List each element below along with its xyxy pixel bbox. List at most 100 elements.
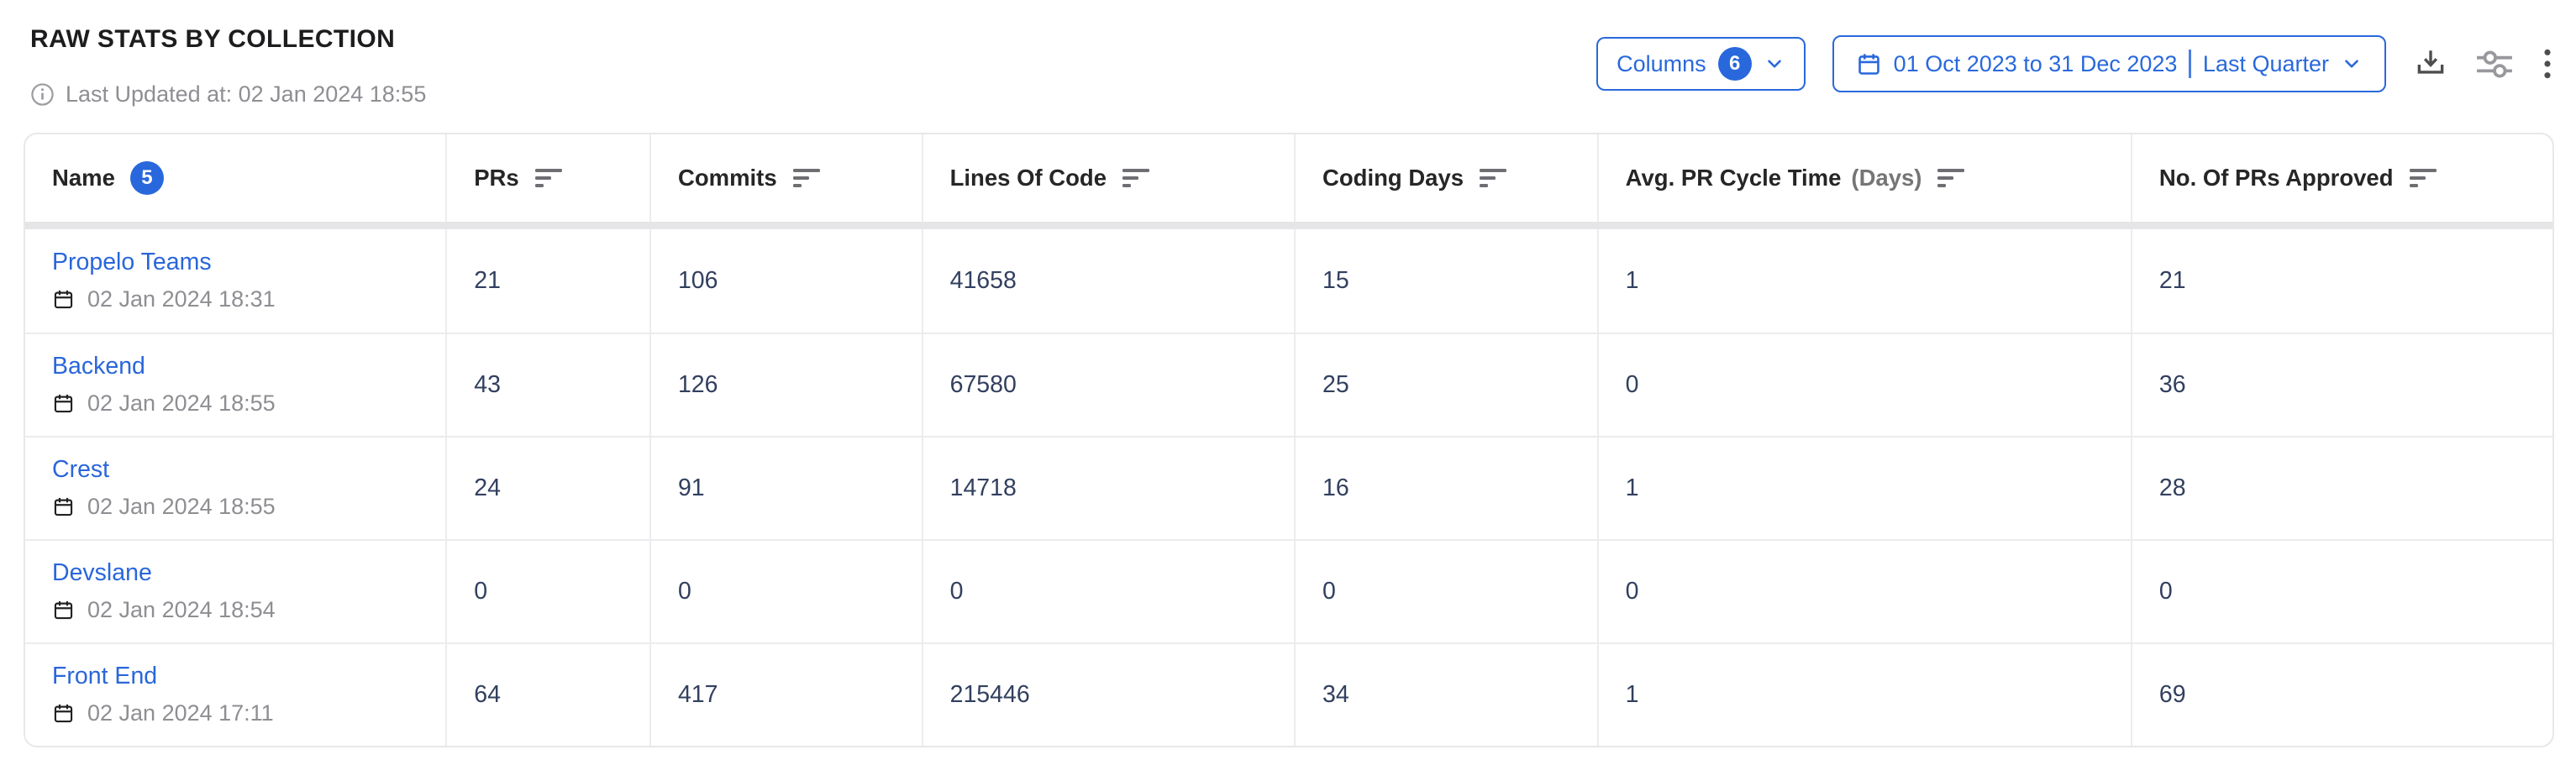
table-body: Propelo Teams 02 Jan 2024 18:31 21 106 4… xyxy=(25,229,2552,746)
table-row: Propelo Teams 02 Jan 2024 18:31 21 106 4… xyxy=(25,229,2552,333)
table-header-row: Name 5 PRs Commits xyxy=(25,134,2552,222)
table-row: Backend 02 Jan 2024 18:55 43 126 67580 2… xyxy=(25,333,2552,436)
lines-of-code-value: 215446 xyxy=(921,644,1294,746)
column-label: Coding Days xyxy=(1322,165,1464,191)
avg-pr-cycle-value: 1 xyxy=(1596,438,2131,539)
row-updated: 02 Jan 2024 18:54 xyxy=(52,597,276,623)
column-header-lines-of-code: Lines Of Code xyxy=(921,134,1294,222)
column-header-name: Name 5 xyxy=(25,134,445,222)
date-range-button[interactable]: 01 Oct 2023 to 31 Dec 2023 Last Quarter xyxy=(1832,35,2386,92)
prs-value: 0 xyxy=(445,541,649,642)
lines-of-code-value: 0 xyxy=(921,541,1294,642)
filter-icon[interactable] xyxy=(1479,167,1509,190)
column-label: No. Of PRs Approved xyxy=(2158,165,2394,191)
commits-value: 417 xyxy=(649,644,922,746)
header-body-separator xyxy=(25,222,2552,229)
avg-pr-cycle-value: 1 xyxy=(1596,644,2131,746)
collection-link[interactable]: Front End xyxy=(52,662,158,689)
chevron-down-icon xyxy=(2341,53,2363,75)
settings-button[interactable] xyxy=(2475,46,2514,81)
date-preset-label: Last Quarter xyxy=(2202,50,2329,76)
columns-button[interactable]: Columns 6 xyxy=(1596,37,1806,91)
row-updated-text: 02 Jan 2024 18:55 xyxy=(87,390,276,417)
coding-days-value: 25 xyxy=(1293,334,1597,436)
commits-value: 91 xyxy=(649,438,922,539)
collection-link[interactable]: Devslane xyxy=(52,558,152,586)
prs-approved-value: 69 xyxy=(2130,644,2552,746)
prs-approved-value: 28 xyxy=(2130,438,2552,539)
commits-value: 106 xyxy=(649,229,922,333)
row-updated: 02 Jan 2024 18:55 xyxy=(52,390,276,417)
column-label: Avg. PR Cycle Time xyxy=(1625,165,1842,191)
row-updated-text: 02 Jan 2024 18:31 xyxy=(87,286,276,312)
calendar-icon xyxy=(52,599,75,621)
row-updated: 02 Jan 2024 18:31 xyxy=(52,286,276,312)
table-row: Crest 02 Jan 2024 18:55 24 91 14718 16 1 xyxy=(25,436,2552,539)
avg-pr-cycle-value: 1 xyxy=(1596,229,2131,333)
lines-of-code-value: 41658 xyxy=(921,229,1294,333)
avg-pr-cycle-value: 0 xyxy=(1596,541,2131,642)
panel-header: RAW STATS BY COLLECTION Last Updated at:… xyxy=(0,0,2576,107)
name-cell: Crest 02 Jan 2024 18:55 xyxy=(25,438,445,539)
commits-value: 0 xyxy=(649,541,922,642)
calendar-icon xyxy=(52,392,75,415)
prs-value: 64 xyxy=(445,644,649,746)
row-updated-text: 02 Jan 2024 17:11 xyxy=(87,700,274,726)
columns-count-badge: 6 xyxy=(1717,47,1752,81)
filter-icon[interactable] xyxy=(534,167,565,190)
filter-sliders-icon xyxy=(2475,46,2514,81)
columns-button-label: Columns xyxy=(1617,50,1706,76)
column-header-avg-pr-cycle-time: Avg. PR Cycle Time (Days) xyxy=(1596,134,2131,222)
last-updated-text: Last Updated at: 02 Jan 2024 18:55 xyxy=(66,81,427,107)
row-updated: 02 Jan 2024 17:11 xyxy=(52,700,274,726)
date-range-divider xyxy=(2189,50,2191,78)
collection-link[interactable]: Propelo Teams xyxy=(52,248,212,275)
raw-stats-table: Name 5 PRs Commits xyxy=(24,133,2554,747)
lines-of-code-value: 67580 xyxy=(921,334,1294,436)
download-button[interactable] xyxy=(2413,46,2448,81)
collection-link[interactable]: Crest xyxy=(52,455,110,483)
name-cell: Propelo Teams 02 Jan 2024 18:31 xyxy=(25,229,445,333)
filter-icon[interactable] xyxy=(1122,167,1152,190)
column-label-suffix: (Days) xyxy=(1851,165,1922,191)
name-cell: Devslane 02 Jan 2024 18:54 xyxy=(25,541,445,642)
column-label: Name xyxy=(52,165,115,191)
collection-link[interactable]: Backend xyxy=(52,352,145,380)
heading-block: RAW STATS BY COLLECTION Last Updated at:… xyxy=(30,25,426,107)
table-row: Devslane 02 Jan 2024 18:54 0 0 0 0 0 xyxy=(25,539,2552,642)
prs-value: 43 xyxy=(445,334,649,436)
calendar-icon xyxy=(52,702,75,725)
avg-pr-cycle-value: 0 xyxy=(1596,334,2131,436)
last-updated-line: Last Updated at: 02 Jan 2024 18:55 xyxy=(30,81,426,107)
filter-icon[interactable] xyxy=(792,167,823,190)
name-cell: Backend 02 Jan 2024 18:55 xyxy=(25,334,445,436)
calendar-icon xyxy=(52,288,75,311)
commits-value: 126 xyxy=(649,334,922,436)
date-range-text: 01 Oct 2023 to 31 Dec 2023 xyxy=(1893,50,2178,76)
prs-approved-value: 21 xyxy=(2130,229,2552,333)
download-icon xyxy=(2413,46,2448,81)
coding-days-value: 16 xyxy=(1293,438,1597,539)
calendar-icon xyxy=(52,495,75,518)
filter-icon[interactable] xyxy=(2409,167,2439,190)
coding-days-value: 15 xyxy=(1293,229,1597,333)
table-row: Front End 02 Jan 2024 17:11 64 417 21544… xyxy=(25,642,2552,746)
toolbar: Columns 6 01 Oct 2023 to 31 Dec 2023 Las… xyxy=(1596,35,2554,92)
prs-value: 21 xyxy=(445,229,649,333)
info-icon xyxy=(30,82,55,107)
column-header-commits: Commits xyxy=(649,134,922,222)
column-label: Commits xyxy=(677,165,777,191)
name-cell: Front End 02 Jan 2024 17:11 xyxy=(25,644,445,746)
more-options-icon xyxy=(2541,46,2554,81)
page-title: RAW STATS BY COLLECTION xyxy=(30,25,396,53)
row-updated-text: 02 Jan 2024 18:55 xyxy=(87,494,276,520)
prs-approved-value: 0 xyxy=(2130,541,2552,642)
filter-icon[interactable] xyxy=(1937,167,1967,190)
more-options-button[interactable] xyxy=(2541,46,2554,81)
column-label: Lines Of Code xyxy=(949,165,1107,191)
column-header-prs-approved: No. Of PRs Approved xyxy=(2130,134,2552,222)
column-header-coding-days: Coding Days xyxy=(1293,134,1597,222)
prs-value: 24 xyxy=(445,438,649,539)
coding-days-value: 34 xyxy=(1293,644,1597,746)
coding-days-value: 0 xyxy=(1293,541,1597,642)
